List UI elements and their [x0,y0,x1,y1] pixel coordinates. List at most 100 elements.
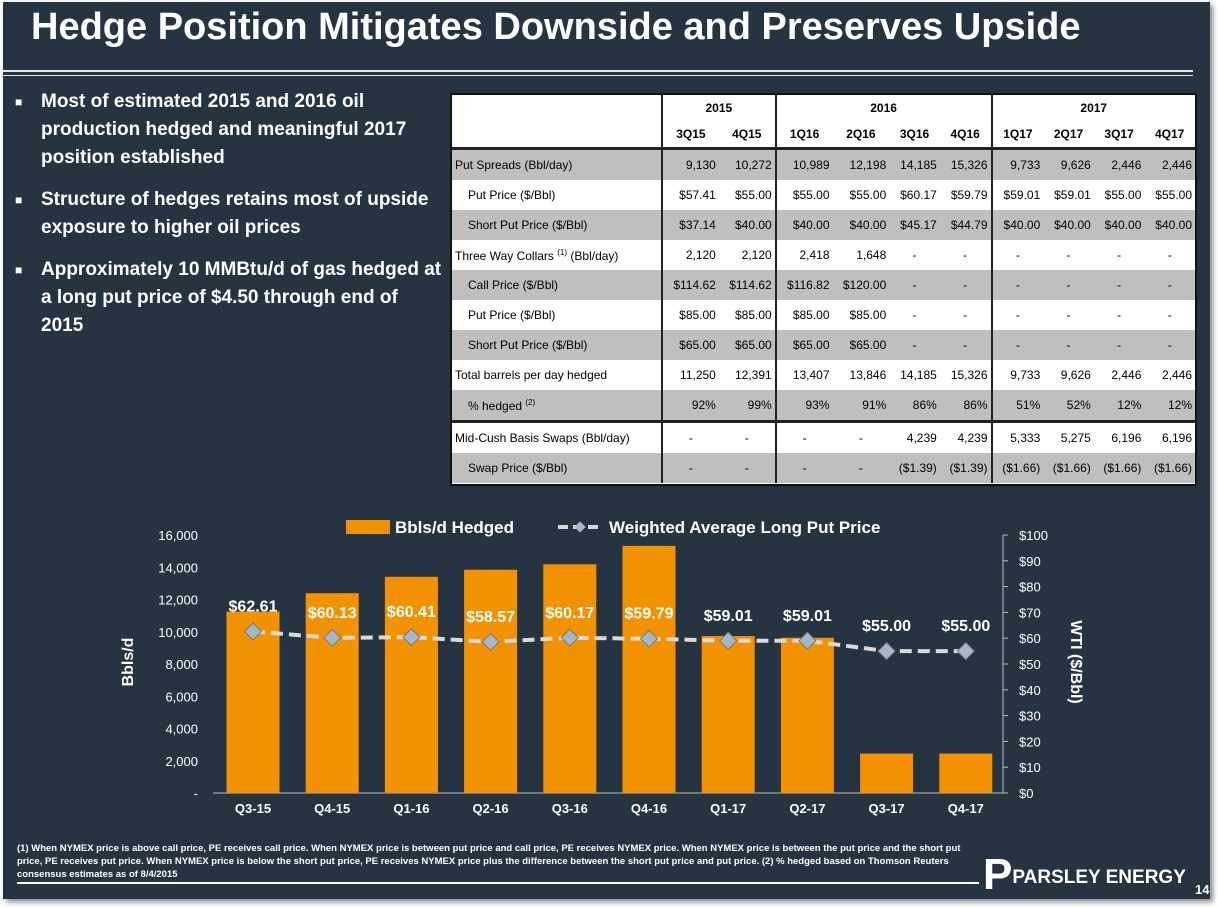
y2-axis-title: WTI ($/Bbl) [1067,620,1084,704]
table-cell: - [939,330,993,360]
row-label-text: Call Price ($/Bbl) [468,278,559,292]
row-label-text: Put Price ($/Bbl) [468,308,556,322]
table-cell: $45.17 [889,210,940,240]
row-label: Short Put Price ($/Bbl) [452,210,663,240]
table-cell: $59.79 [939,180,993,210]
x-tick-label: Q1-16 [393,801,429,816]
bullet-item: ■ Approximately 10 MMBtu/d of gas hedged … [15,256,445,340]
data-label: $59.01 [783,608,832,625]
bullet-list: ■ Most of estimated 2015 and 2016 oil pro… [15,88,445,354]
quarter-header: 1Q17 [991,121,1044,150]
row-label: % hedged (2) [452,390,663,423]
table-cell: $85.00 [792,308,830,322]
bar [543,564,597,793]
row-label: Mid-Cush Basis Swaps (Bbl/day) [452,421,663,453]
table-cell: 4,239 [906,431,937,445]
table-cell: ($1.66) [991,453,1044,483]
table-cell: 86% [889,390,940,423]
y2-tick-label: $100 [1019,528,1048,543]
table-row: Put Price ($/Bbl) $85.00 $85.00 $85.00 $85.0… [452,300,1195,330]
table-cell: - [889,270,940,300]
line-marker [243,622,263,641]
table-cell: - [939,240,993,270]
table-cell: ($1.66) [1093,453,1145,483]
table-row: Total barrels per day hedged 11,250 12,391… [452,360,1195,390]
table-row: Swap Price ($/Bbl) - - - - ($1.39) ($1.39) ($1.… [452,453,1195,483]
table-row: Call Price ($/Bbl) $114.62 $114.62 $116.82 $… [452,270,1195,300]
row-label: Put Spreads (Bbl/day) [452,148,663,180]
line-marker [956,641,975,661]
bullet-item: ■ Structure of hedges retains most of ups… [15,186,445,242]
footnote-ref: (2) [525,397,536,407]
table-cell: - [991,330,1044,360]
x-tick-label: Q3-17 [869,801,905,816]
table-cell: 6,196 [1111,431,1142,445]
y-tick-label: 8,000 [165,657,198,672]
table-cell: $40.00 [1043,210,1094,240]
table-cell: 52% [1043,390,1094,423]
table-row: Put Spreads (Bbl/day) 9,130 10,272 10,989 12… [452,148,1195,180]
x-tick-label: Q2-17 [789,801,825,816]
table-row: Short Put Price ($/Bbl) $65.00 $65.00 $65.0… [452,330,1195,360]
line-marker [877,641,896,661]
table-cell: $40.00 [991,210,1044,240]
slide: Hedge Position Mitigates Downside and Pr… [3,2,1210,899]
table-cell: - [1167,248,1172,262]
title-divider-thin [3,75,1193,76]
y2-tick-label: $50 [1019,657,1041,672]
table-cell: - [1117,308,1122,322]
table-cell: - [802,431,807,445]
x-tick-label: Q4-17 [948,801,984,816]
row-label-text: Short Put Price ($/Bbl) [468,218,588,232]
data-label: $58.57 [466,609,515,626]
year-header: 2015 [662,95,777,121]
logo: PPARSLEY ENERGY [983,850,1186,900]
footer-divider [17,882,979,884]
row-label: Short Put Price ($/Bbl) [452,330,663,360]
table-cell: 9,733 [1010,368,1041,382]
line-marker [481,632,500,652]
y-tick-label: 14,000 [158,560,198,575]
row-label-text: Mid-Cush Basis Swaps (Bbl/day) [455,431,630,445]
row-label: Call Price ($/Bbl) [452,270,663,300]
line-marker [639,629,659,648]
table-row: Put Price ($/Bbl) $57.41 $55.00 $55.00 $55.0… [452,180,1195,210]
table-cell: 9,733 [991,148,1044,180]
line-marker [402,627,421,647]
table-cell: $57.41 [679,188,716,202]
data-label: $55.00 [941,618,990,635]
table-cell: 6,196 [1161,431,1192,445]
table-cell: 1,648 [856,248,887,262]
table-cell: $85.00 [718,300,777,330]
y-tick-label: 6,000 [165,689,198,704]
y-tick-label: 10,000 [158,625,198,640]
x-tick-label: Q1-17 [710,801,746,816]
y-tick-label: 2,000 [165,754,198,769]
table-cell: - [688,431,693,445]
table-cell: - [1043,330,1094,360]
table-cell: - [718,453,777,483]
table-cell: 2,120 [685,248,716,262]
table-cell: - [1015,248,1020,262]
table-cell: - [832,453,890,483]
footnote-ref: (1) [557,247,568,257]
row-label: Total barrels per day hedged [452,360,663,390]
bar [384,576,438,793]
table-cell: 10,989 [775,148,833,180]
quarter-header: 3Q16 [889,121,940,150]
table-cell: 15,326 [939,360,993,390]
table-cell: $40.00 [832,210,890,240]
table-cell: 13,846 [849,368,887,382]
table-cell: - [1043,270,1094,300]
table-cell: $55.00 [792,188,830,202]
table-cell: - [1066,308,1071,322]
table-cell: ($1.66) [1043,453,1094,483]
row-label-text: Put Price ($/Bbl) [468,188,556,202]
table-cell: 2,120 [718,240,777,270]
quarter-header: 4Q15 [718,121,777,150]
y2-tick-label: $30 [1019,709,1041,724]
table-cell: $55.00 [849,188,887,202]
x-tick-label: Q4-16 [631,801,667,816]
bar [622,545,676,793]
line-series [252,629,966,654]
